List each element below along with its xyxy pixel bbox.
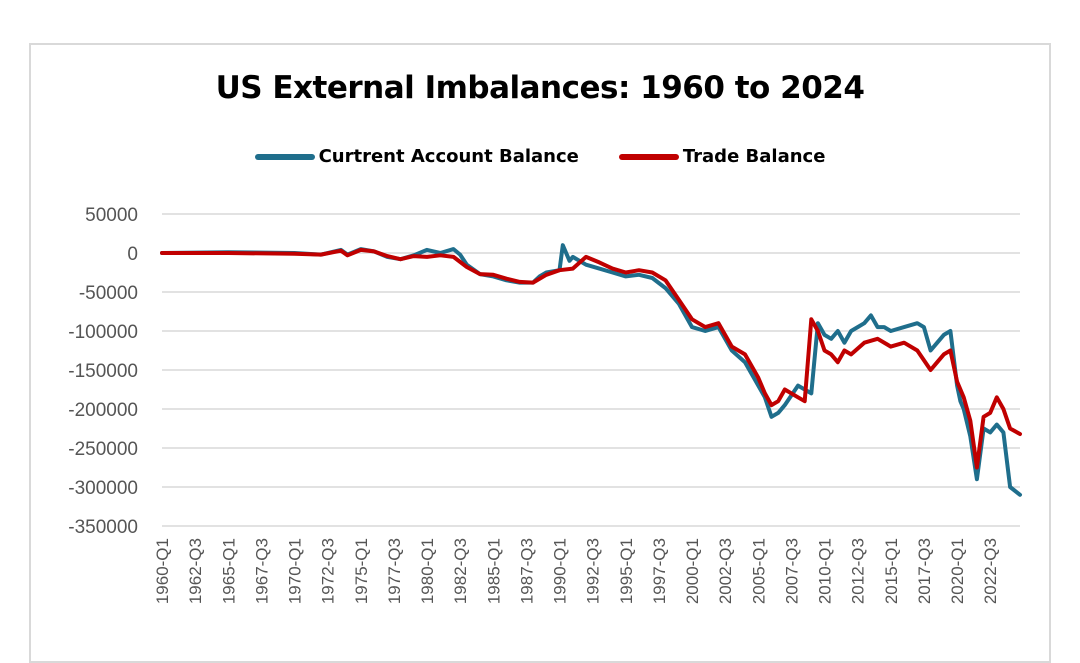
x-tick-label: 1960-Q1 — [153, 538, 172, 604]
chart-frame — [29, 43, 1051, 663]
y-tick-label: -150000 — [68, 361, 138, 382]
x-tick-label: 2007-Q3 — [782, 538, 801, 604]
series-lines — [160, 243, 1022, 497]
x-tick-label: 2022-Q3 — [981, 538, 1000, 604]
x-tick-label: 1967-Q3 — [252, 538, 271, 604]
x-tick-label: 1985-Q1 — [484, 538, 503, 604]
y-tick-label: -300000 — [68, 478, 138, 499]
x-tick-label: 2017-Q3 — [915, 538, 934, 604]
x-tick-label: 2020-Q1 — [948, 538, 967, 604]
x-tick-label: 2005-Q1 — [749, 538, 768, 604]
y-tick-label: 50000 — [85, 205, 138, 226]
x-tick-label: 1972-Q3 — [319, 538, 338, 604]
x-tick-label: 1995-Q1 — [617, 538, 636, 604]
y-tick-label: -350000 — [68, 517, 138, 538]
x-tick-label: 1987-Q3 — [517, 538, 536, 604]
x-tick-label: 1977-Q3 — [385, 538, 404, 604]
x-tick-label: 2012-Q3 — [849, 538, 868, 604]
legend-swatch-current-account — [254, 153, 315, 160]
series-line-current-account — [160, 243, 1022, 497]
x-tick-label: 1962-Q3 — [186, 538, 205, 604]
y-tick-label: -50000 — [79, 283, 138, 304]
x-tick-label: 1982-Q3 — [451, 538, 470, 604]
legend-swatch-trade — [618, 153, 679, 160]
x-tick-label: 1992-Q3 — [584, 538, 603, 604]
chart-legend: Curtrent Account Balance Trade Balance — [0, 146, 1080, 167]
chart-title: US External Imbalances: 1960 to 2024 — [215, 70, 865, 106]
x-axis-ticks: 1960-Q1 1962-Q3 1965-Q1 1967-Q3 1970-Q1 1972-… — [153, 538, 1000, 604]
x-tick-label: 1997-Q3 — [650, 538, 669, 604]
y-tick-label: -200000 — [68, 400, 138, 421]
legend-item-current-account: Curtrent Account Balance — [254, 146, 579, 167]
x-tick-label: 2002-Q3 — [716, 538, 735, 604]
x-tick-label: 1965-Q1 — [219, 538, 238, 604]
x-tick-label: 1980-Q1 — [418, 538, 437, 604]
x-tick-label: 2000-Q1 — [683, 538, 702, 604]
y-tick-label: -250000 — [68, 439, 138, 460]
series-line-trade — [160, 247, 1022, 470]
x-tick-label: 1975-Q1 — [352, 538, 371, 604]
x-tick-label: 2010-Q1 — [816, 538, 835, 604]
legend-label-trade: Trade Balance — [682, 146, 826, 167]
legend-item-trade: Trade Balance — [618, 146, 826, 167]
x-tick-label: 1970-Q1 — [286, 538, 305, 604]
y-axis-ticks: 50000 0 -50000 -100000 -150000 -200000 -250000… — [68, 205, 138, 538]
y-tick-label: 0 — [127, 244, 138, 265]
y-tick-label: -100000 — [68, 322, 138, 343]
x-tick-label: 2015-Q1 — [882, 538, 901, 604]
legend-label-current-account: Curtrent Account Balance — [318, 146, 579, 167]
x-tick-label: 1990-Q1 — [551, 538, 570, 604]
